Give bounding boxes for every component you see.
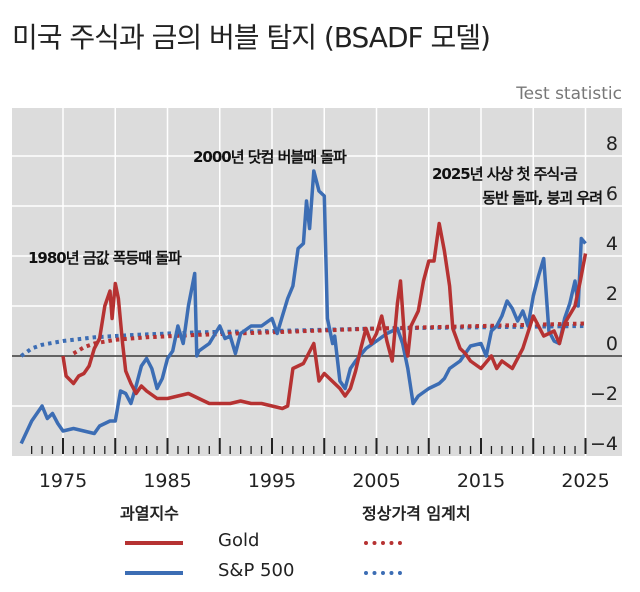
- annotation: 1980년 금값 폭등때 돌파: [28, 249, 182, 267]
- series-gold-critical-value: [72, 321, 586, 356]
- x-tick-label: 2005: [352, 470, 400, 492]
- chart-title: 미국 주식과 금의 버블 탐지 (BSADF 모델): [12, 21, 491, 54]
- legend-header-critical: 정상가격 임계치: [362, 504, 471, 523]
- legend-header-index: 과열지수: [120, 504, 179, 523]
- legend-gold-critical: [364, 541, 402, 545]
- x-tick-label: 1995: [248, 470, 296, 492]
- y-axis-label: Test statistic: [516, 84, 622, 104]
- y-tick-label: 4: [606, 233, 618, 255]
- x-tick-label: 2025: [561, 470, 609, 492]
- y-tick-label: −4: [590, 433, 618, 455]
- x-tick-label: 1975: [39, 470, 87, 492]
- y-tick-label: −2: [590, 383, 618, 405]
- y-tick-label: 6: [606, 183, 618, 205]
- y-tick-label: 8: [606, 133, 618, 155]
- plot-background: [12, 108, 622, 456]
- annotation: 2025년 사상 첫 주식·금: [432, 165, 578, 183]
- annotation: 동반 돌파, 붕괴 우려: [482, 189, 602, 207]
- y-tick-label: 2: [606, 283, 618, 305]
- x-tick-label: 2015: [457, 470, 505, 492]
- legend-gold-line: [125, 541, 183, 545]
- annotation: 2000년 닷컴 버블때 돌파: [193, 148, 347, 166]
- legend-sp500-label: S&P 500: [218, 560, 295, 581]
- y-tick-label: 0: [606, 333, 618, 355]
- legend-sp500-line: [125, 571, 183, 575]
- legend-sp500-critical: [364, 571, 402, 575]
- legend-gold-label: Gold: [218, 530, 260, 551]
- series-gold: [61, 221, 588, 411]
- x-tick-label: 1985: [143, 470, 191, 492]
